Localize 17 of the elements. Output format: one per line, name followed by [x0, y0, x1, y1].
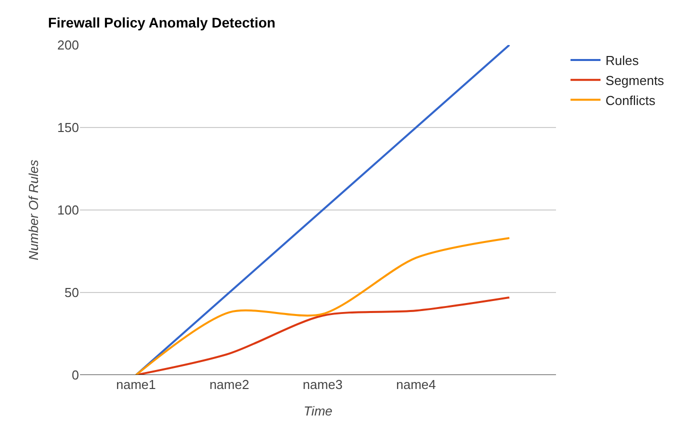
x-tick-label: name3 [302, 377, 343, 392]
y-tick-label: 0 [72, 368, 79, 383]
x-tick-label: name1 [116, 377, 156, 392]
y-axis-title: Number Of Rules [26, 159, 42, 260]
legend-label: Conflicts [606, 92, 656, 108]
chart-title: Firewall Policy Anomaly Detection [48, 14, 276, 31]
y-tick-label: 100 [57, 202, 79, 218]
x-axis-title: Time [304, 404, 332, 419]
y-tick-label: 200 [57, 38, 79, 53]
y-tick-label: 50 [64, 285, 79, 300]
legend-label: Segments [606, 72, 665, 88]
line-series [135, 45, 510, 375]
y-tick-label: 150 [57, 120, 79, 136]
legend-label: Rules [606, 53, 640, 68]
x-tick-label: name2 [209, 377, 250, 392]
line-series [135, 237, 510, 375]
x-tick-label: name4 [396, 377, 436, 392]
